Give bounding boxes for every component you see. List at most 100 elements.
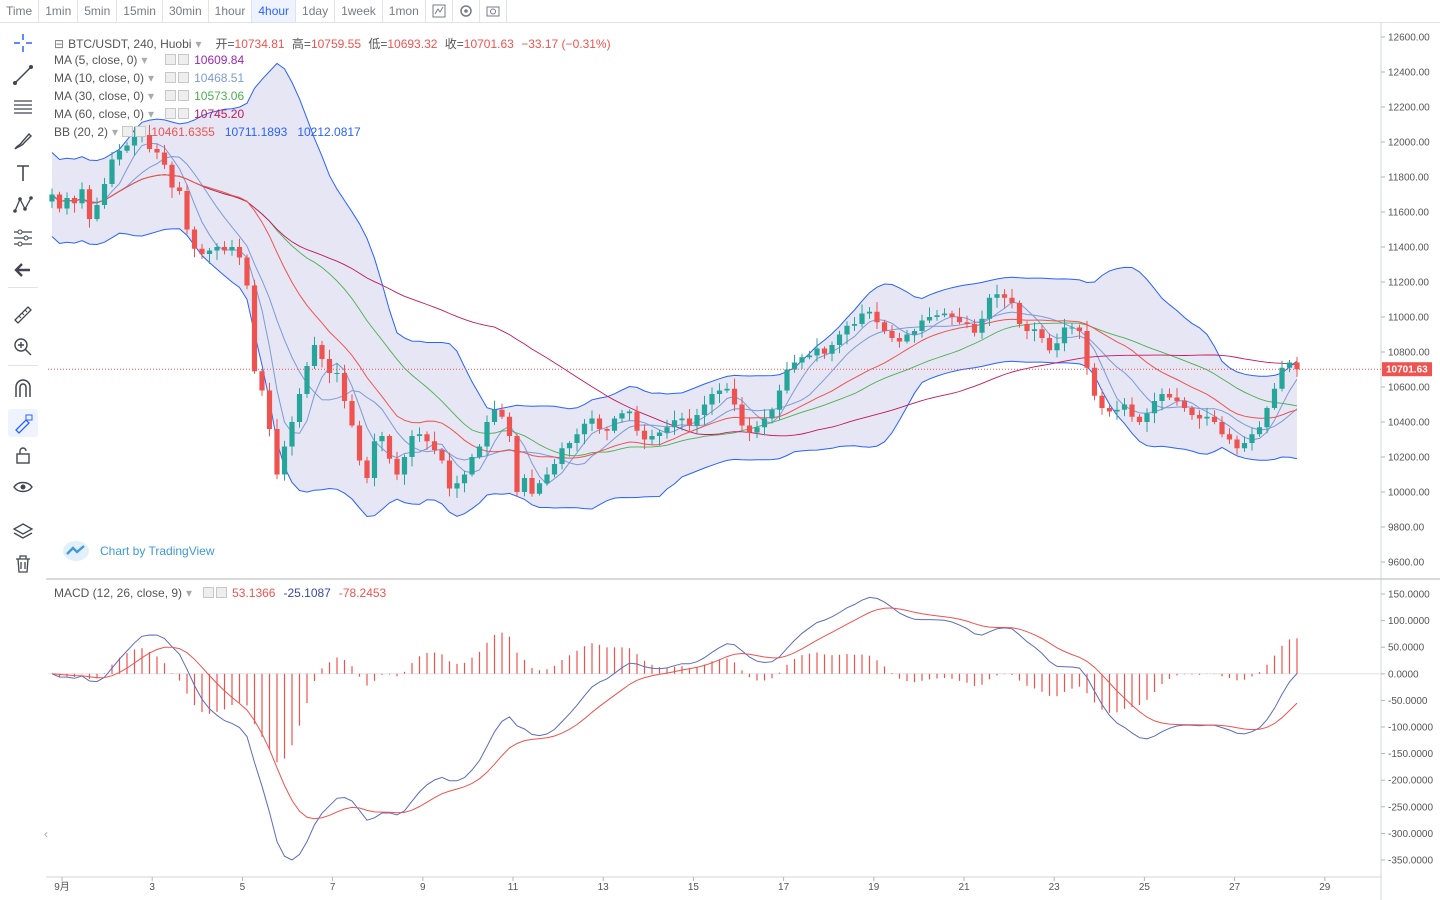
candle-body[interactable]: [116, 150, 123, 160]
candle-body[interactable]: [776, 390, 783, 410]
candle-body[interactable]: [814, 348, 820, 356]
candle-body[interactable]: [1181, 401, 1188, 408]
candle-body[interactable]: [326, 359, 333, 373]
candle-body[interactable]: [1294, 362, 1300, 370]
candle-body[interactable]: [581, 423, 588, 435]
settings-icon[interactable]: [164, 72, 176, 83]
symbol-title[interactable]: BTC/USDT, 240, Huobi: [68, 37, 192, 51]
candle-body[interactable]: [746, 425, 753, 433]
candle-body[interactable]: [641, 430, 648, 440]
candle-body[interactable]: [214, 247, 220, 251]
candle-body[interactable]: [679, 418, 685, 421]
candle-body[interactable]: [274, 429, 280, 475]
horizontal-lines-tool[interactable]: [8, 93, 38, 121]
interval-1hour[interactable]: 1hour: [209, 0, 253, 22]
settings-icon[interactable]: [164, 108, 176, 119]
candle-body[interactable]: [1219, 422, 1225, 435]
candle-body[interactable]: [1001, 294, 1008, 298]
candle-body[interactable]: [461, 474, 468, 484]
candle-body[interactable]: [469, 457, 475, 475]
magnet-tool[interactable]: [8, 375, 38, 403]
candle-body[interactable]: [731, 388, 738, 405]
candle-body[interactable]: [866, 311, 873, 314]
candle-body[interactable]: [754, 427, 760, 433]
candle-body[interactable]: [769, 409, 775, 419]
candle-body[interactable]: [986, 297, 993, 319]
candle-body[interactable]: [596, 418, 603, 430]
trend-line-tool[interactable]: [8, 61, 38, 89]
candle-body[interactable]: [701, 404, 708, 416]
candle-body[interactable]: [79, 189, 85, 204]
candle-body[interactable]: [949, 313, 955, 318]
close-icon[interactable]: [177, 72, 189, 83]
candle-body[interactable]: [544, 474, 550, 484]
settings-icon[interactable]: [122, 126, 134, 137]
settings-icon[interactable]: [202, 587, 214, 598]
candle-body[interactable]: [236, 247, 243, 258]
candle-body[interactable]: [424, 434, 430, 442]
interval-1min[interactable]: 1min: [39, 0, 79, 22]
candle-body[interactable]: [71, 198, 78, 204]
candle-body[interactable]: [319, 345, 325, 359]
candle-body[interactable]: [491, 409, 498, 422]
pattern-tool[interactable]: [8, 191, 38, 219]
candle-body[interactable]: [521, 478, 528, 492]
close-icon[interactable]: [135, 126, 147, 137]
interval-1mon[interactable]: 1mon: [383, 0, 426, 22]
candle-body[interactable]: [904, 334, 910, 342]
candle-body[interactable]: [1264, 408, 1270, 428]
candle-body[interactable]: [1046, 338, 1053, 351]
lock-drawing-tool[interactable]: [8, 409, 38, 437]
interval-4hour[interactable]: 4hour: [252, 0, 297, 22]
measure-lines-tool[interactable]: [8, 224, 38, 252]
candle-body[interactable]: [536, 483, 543, 494]
candle-body[interactable]: [529, 478, 535, 494]
candle-body[interactable]: [1121, 404, 1128, 410]
candle-body[interactable]: [1031, 329, 1038, 331]
settings-icon[interactable]: [453, 0, 480, 22]
candle-body[interactable]: [1061, 327, 1068, 344]
candle-body[interactable]: [926, 317, 933, 321]
candle-body[interactable]: [874, 311, 880, 323]
candle-body[interactable]: [1271, 388, 1278, 408]
zoom-in-tool[interactable]: [8, 333, 38, 361]
candle-body[interactable]: [131, 136, 138, 146]
candle-body[interactable]: [694, 415, 700, 426]
candle-body[interactable]: [446, 460, 453, 489]
candle-body[interactable]: [671, 420, 678, 428]
candle-body[interactable]: [566, 443, 573, 449]
candle-body[interactable]: [1256, 427, 1263, 435]
candle-body[interactable]: [1114, 409, 1120, 412]
candle-body[interactable]: [484, 422, 490, 447]
candle-body[interactable]: [1234, 439, 1240, 449]
candle-body[interactable]: [191, 229, 198, 249]
candle-body[interactable]: [1249, 434, 1255, 443]
candle-body[interactable]: [1226, 434, 1233, 440]
candle-body[interactable]: [956, 317, 963, 323]
candle-body[interactable]: [559, 448, 565, 464]
candle-body[interactable]: [649, 436, 655, 440]
brush-tool[interactable]: [8, 127, 38, 155]
candle-body[interactable]: [1159, 394, 1165, 401]
candle-body[interactable]: [386, 436, 393, 459]
candle-body[interactable]: [1024, 324, 1030, 331]
candle-body[interactable]: [281, 446, 288, 475]
candle-body[interactable]: [431, 441, 438, 450]
candle-body[interactable]: [1174, 397, 1180, 402]
candle-body[interactable]: [499, 409, 505, 417]
candle-body[interactable]: [971, 324, 978, 333]
candle-body[interactable]: [439, 450, 445, 461]
candle-body[interactable]: [821, 348, 828, 354]
candle-body[interactable]: [1136, 416, 1143, 422]
back-arrow-tool[interactable]: [8, 256, 38, 284]
candle-body[interactable]: [416, 434, 423, 436]
candle-body[interactable]: [409, 436, 415, 457]
candle-body[interactable]: [311, 345, 318, 366]
ruler-tool[interactable]: [8, 301, 38, 329]
candle-body[interactable]: [199, 248, 205, 254]
candle-body[interactable]: [514, 436, 520, 492]
candle-body[interactable]: [1166, 394, 1173, 398]
candle-body[interactable]: [941, 313, 948, 316]
candle-body[interactable]: [371, 441, 378, 478]
candle-body[interactable]: [964, 322, 970, 324]
